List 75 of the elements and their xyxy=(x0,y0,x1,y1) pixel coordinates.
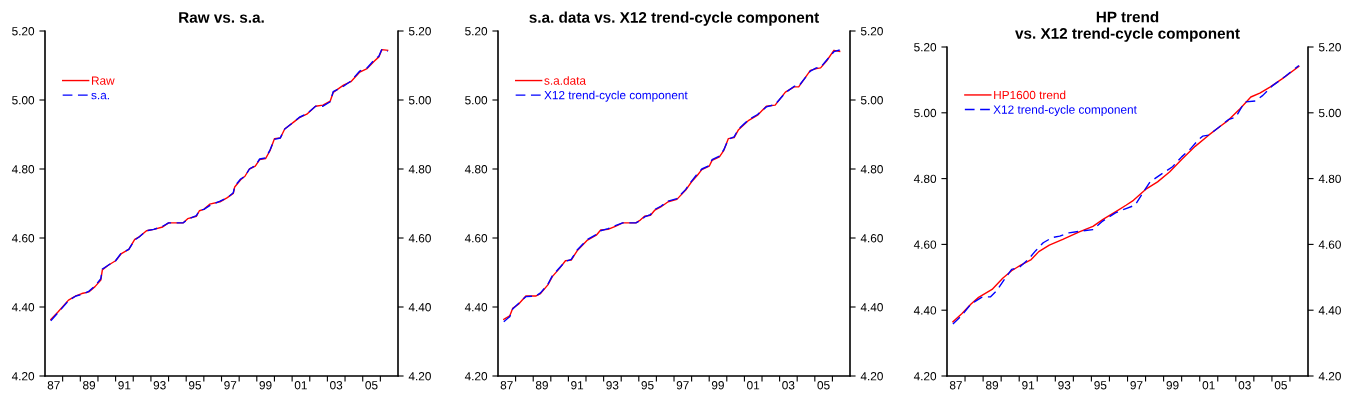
y2-tick-label: 4.80 xyxy=(860,165,883,174)
x-tick-label: 01 xyxy=(294,381,307,390)
y2-tick-label: 4.20 xyxy=(860,372,883,381)
x-tick-label: 03 xyxy=(330,381,343,390)
y-tick-label: 5.00 xyxy=(12,96,35,105)
y2-tick-label: 5.00 xyxy=(408,96,431,105)
y2-tick-label: 4.40 xyxy=(408,303,431,312)
x-tick-label: 93 xyxy=(606,381,619,390)
y2-tick-label: 4.20 xyxy=(1318,372,1341,381)
x-tick-label: 89 xyxy=(535,381,548,390)
y-tick-label: 4.20 xyxy=(913,372,937,381)
y2-tick-label: 5.00 xyxy=(1318,108,1341,118)
y-tick-label: 4.60 xyxy=(11,234,35,243)
x-tick-label: 95 xyxy=(1094,381,1107,390)
x-tick-label: 99 xyxy=(1166,381,1179,390)
y2-tick-label: 5.20 xyxy=(860,27,883,36)
y-tick-label: 4.20 xyxy=(11,372,35,381)
chart-title: HP trend vs. X12 trend-cycle component xyxy=(1015,11,1240,42)
y2-tick-label: 5.00 xyxy=(860,96,883,105)
x-tick-label: 87 xyxy=(500,381,513,390)
y-tick-label: 4.20 xyxy=(464,372,488,381)
y-tick-label: 5.20 xyxy=(12,27,35,36)
chart-title: Raw vs. s.a. xyxy=(179,12,264,23)
y2-tick-label: 4.80 xyxy=(1318,174,1341,183)
chart-title: s.a. data vs. X12 trend-cycle component xyxy=(529,11,820,26)
y-tick-label: 5.00 xyxy=(465,96,488,105)
legend-label: X12 trend-cycle component xyxy=(993,105,1137,117)
x-tick-label: 97 xyxy=(676,381,689,390)
y2-tick-label: 4.60 xyxy=(860,234,883,243)
y2-tick-label: 4.60 xyxy=(408,234,431,243)
x-tick-label: 95 xyxy=(188,381,202,390)
x-tick-label: 03 xyxy=(782,381,795,390)
x-tick-label: 93 xyxy=(153,381,166,390)
x-tick-label: 93 xyxy=(1058,381,1071,390)
x-tick-label: 05 xyxy=(1274,381,1287,390)
x-tick-label: 05 xyxy=(365,381,378,390)
x-tick-label: 01 xyxy=(1202,381,1215,390)
y-tick-label: 4.80 xyxy=(464,165,488,174)
y2-tick-label: 5.20 xyxy=(408,27,431,36)
y2-tick-label: 4.40 xyxy=(1318,306,1341,315)
y-tick-label: 4.40 xyxy=(913,306,937,315)
legend-label: X12 trend-cycle component xyxy=(544,90,688,102)
y2-tick-label: 4.20 xyxy=(408,372,431,381)
legend-label: Raw xyxy=(91,76,115,85)
legend-label: s.a. xyxy=(91,92,109,100)
legend-label: s.a.data xyxy=(544,76,586,85)
y2-tick-label: 4.60 xyxy=(1318,240,1341,249)
x-tick-label: 05 xyxy=(817,381,830,390)
x-tick-label: 99 xyxy=(259,381,272,390)
x-tick-label: 97 xyxy=(224,381,237,390)
x-tick-label: 87 xyxy=(47,381,60,390)
x-tick-label: 91 xyxy=(571,381,584,390)
x-tick-label: 87 xyxy=(949,381,962,390)
y-tick-label: 4.40 xyxy=(11,303,35,312)
y-tick-label: 4.80 xyxy=(913,174,937,183)
y-tick-label: 4.40 xyxy=(464,303,488,312)
x-tick-label: 91 xyxy=(1022,381,1035,390)
y2-tick-label: 5.20 xyxy=(1318,43,1341,52)
x-tick-label: 99 xyxy=(711,381,724,390)
x-tick-label: 03 xyxy=(1238,381,1251,390)
y-tick-label: 4.60 xyxy=(913,240,937,249)
legend-label: HP1600 trend xyxy=(994,90,1066,100)
y-tick-label: 4.60 xyxy=(464,234,488,243)
y2-tick-label: 4.40 xyxy=(860,303,883,312)
x-tick-label: 95 xyxy=(641,381,654,390)
y2-tick-label: 4.80 xyxy=(408,165,431,174)
x-tick-label: 89 xyxy=(83,381,96,390)
x-tick-label: 01 xyxy=(747,381,760,390)
y-tick-label: 5.20 xyxy=(914,43,937,52)
x-tick-label: 89 xyxy=(986,381,999,390)
y-tick-label: 4.80 xyxy=(11,165,35,174)
y-tick-label: 5.00 xyxy=(914,108,937,118)
x-tick-label: 97 xyxy=(1130,381,1143,390)
x-tick-label: 91 xyxy=(118,381,131,390)
y-tick-label: 5.20 xyxy=(465,27,488,36)
